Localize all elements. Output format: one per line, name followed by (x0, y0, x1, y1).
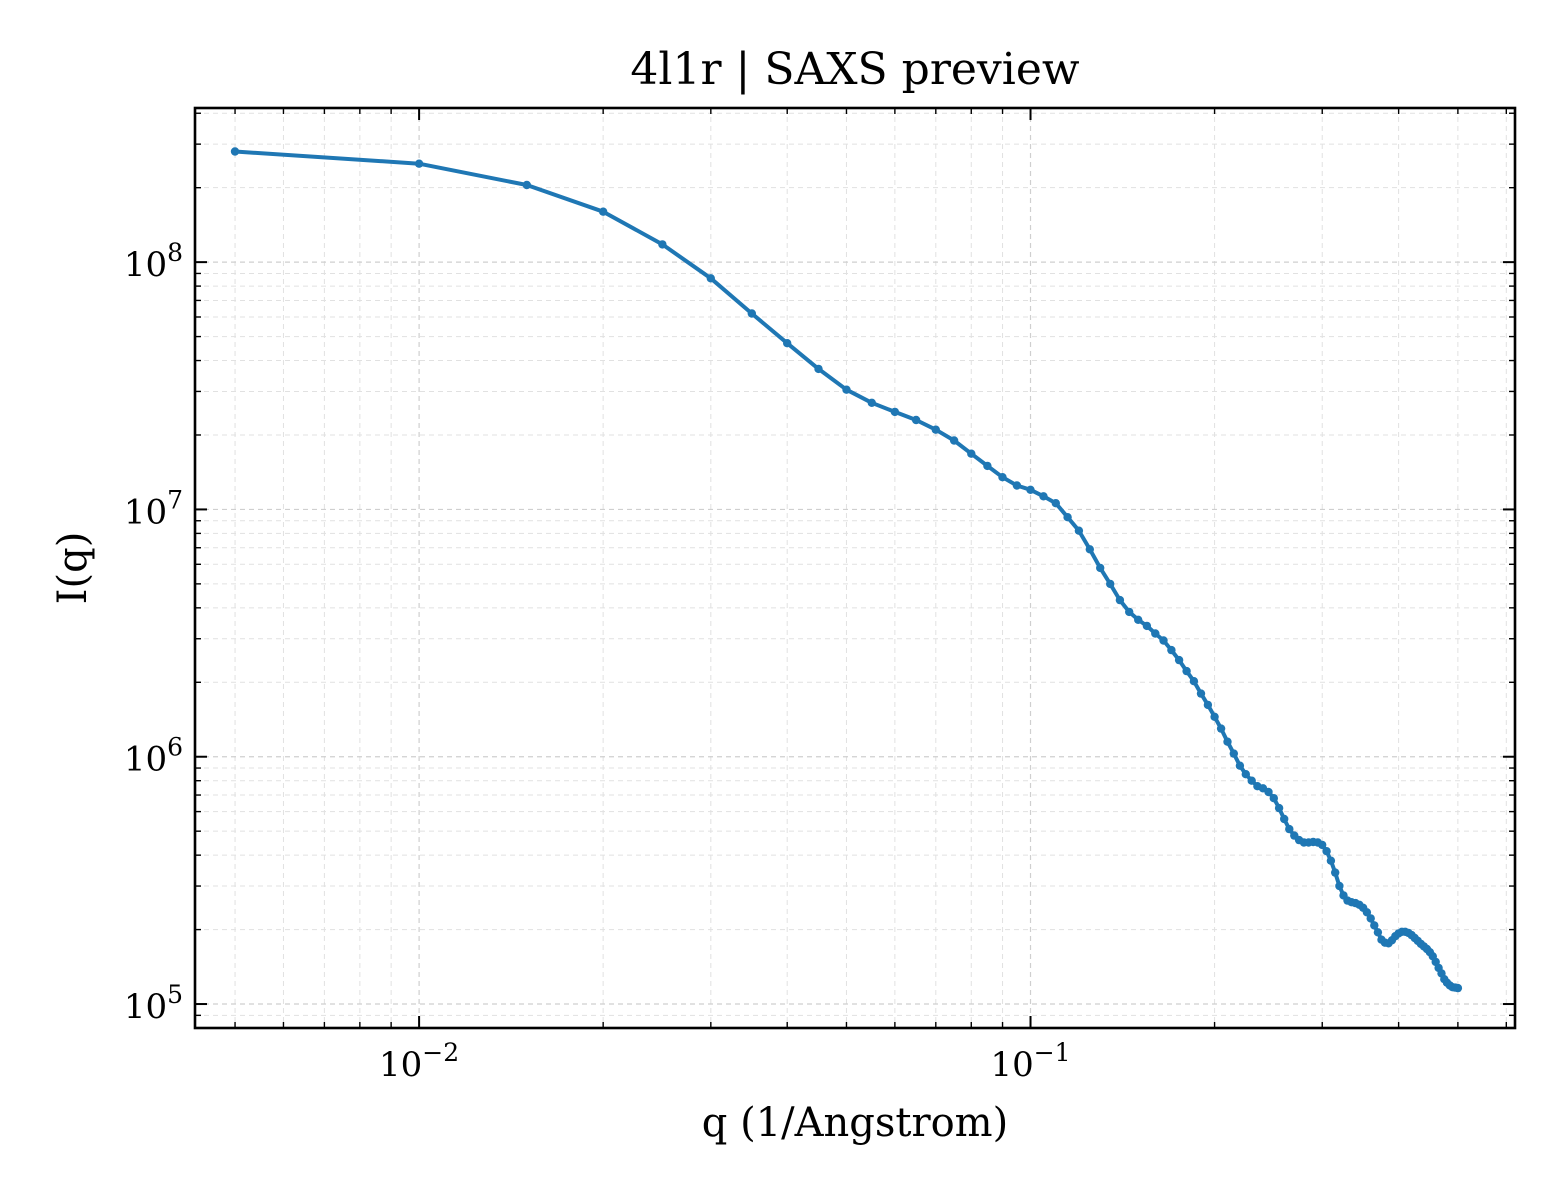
data-point (1210, 712, 1219, 721)
data-point (783, 339, 792, 348)
data-point (1322, 847, 1331, 856)
data-point (842, 385, 851, 394)
plot-frame (193, 106, 1517, 1030)
data-point (1274, 803, 1284, 813)
data-point (1012, 481, 1022, 490)
data-point (1241, 770, 1251, 779)
grid (195, 108, 1515, 1029)
tick-labels: 10−2 10−1 105 106 107 108 (124, 238, 1071, 1085)
data-point (1280, 814, 1289, 824)
data-point (1106, 579, 1115, 589)
data-point (1182, 666, 1191, 676)
data-point (522, 180, 531, 190)
data-point (1373, 928, 1383, 937)
data-point (1366, 914, 1375, 923)
data-point (599, 207, 608, 216)
data-point (1085, 545, 1095, 554)
data-point (706, 274, 715, 283)
x-tick-label: 10−1 (990, 1038, 1070, 1085)
x-axis-label: q (1/Angstrom) (702, 1100, 1008, 1146)
data-point (658, 240, 667, 249)
axis-ticks (195, 108, 1515, 1029)
data-point (1051, 499, 1061, 508)
data-point (998, 473, 1007, 482)
data-point (814, 364, 823, 374)
data-point (1039, 492, 1048, 501)
data-point (1159, 636, 1168, 645)
data-point (1326, 856, 1336, 865)
data-point (1362, 908, 1372, 917)
data-point (1216, 724, 1226, 733)
y-axis-label: I(q) (50, 532, 96, 605)
y-tick-label: 106 (124, 733, 183, 780)
data-point (931, 425, 940, 434)
data-point (1318, 840, 1327, 850)
data-point (867, 398, 876, 407)
data-point (1285, 824, 1294, 834)
data-point (1453, 983, 1463, 993)
data-point (1264, 787, 1273, 797)
data-point (1125, 607, 1134, 617)
data-point (414, 159, 424, 168)
data-point (890, 407, 900, 417)
data-point (230, 147, 240, 156)
data-point (911, 415, 921, 425)
data-point (1229, 749, 1239, 758)
data-point (983, 461, 992, 471)
data-point (1331, 868, 1340, 877)
data-point (967, 449, 976, 458)
data-point (747, 309, 756, 318)
data-point (1247, 776, 1256, 785)
data-series (230, 147, 1463, 993)
data-point (1269, 794, 1279, 803)
data-point (1370, 921, 1379, 930)
y-tick-label: 105 (124, 980, 183, 1027)
data-point (1203, 700, 1213, 710)
data-point (1142, 621, 1152, 631)
data-point (1335, 881, 1344, 891)
y-tick-label: 107 (124, 485, 183, 532)
data-point (1174, 655, 1184, 665)
x-tick-label: 10−2 (379, 1038, 459, 1085)
data-point (1074, 526, 1084, 535)
data-point (949, 436, 959, 445)
data-point (1026, 485, 1035, 494)
data-point (1096, 563, 1105, 573)
data-point (1151, 629, 1160, 638)
data-point (1235, 761, 1245, 770)
data-point (1063, 513, 1072, 522)
y-tick-label: 108 (124, 238, 183, 285)
data-point (1196, 689, 1206, 698)
data-point (1134, 615, 1143, 624)
data-point (1223, 737, 1232, 746)
data-point (1167, 645, 1176, 655)
data-point (1189, 677, 1199, 686)
data-point (1115, 595, 1125, 605)
chart-title: 4l1r | SAXS preview (630, 44, 1079, 95)
